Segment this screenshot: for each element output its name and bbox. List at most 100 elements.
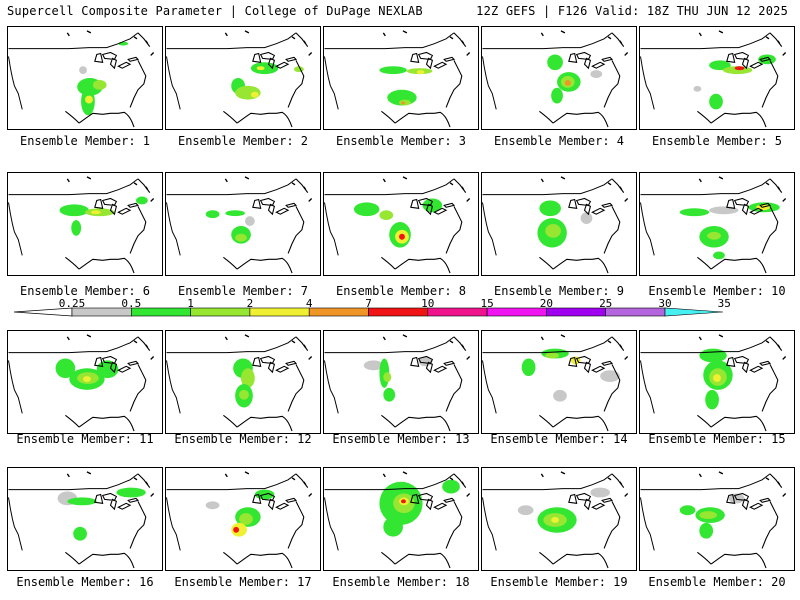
scp-shaded-area [545,352,559,359]
west-coastline [166,202,181,256]
scp-shaded-area [353,202,380,217]
scp-shaded-area [600,370,620,382]
great-lakes [252,197,298,216]
gulf-coastline [381,414,451,432]
gulf-coastline [65,110,135,128]
scp-shaded-area [705,389,719,410]
canada-lake-marks [66,176,155,202]
scp-map-canvas [324,471,471,569]
canada-lake-marks [382,30,471,56]
scp-shaded-area [244,216,255,226]
ensemble-member-label: Ensemble Member: 5 [651,134,783,148]
great-lakes [94,197,140,216]
scp-map-canvas [166,471,313,569]
scp-shaded-area [379,210,394,221]
scp-shaded-area [231,522,247,537]
scp-shaded-area [383,387,396,402]
canada-lake-marks [698,471,787,497]
east-coastline [287,336,309,412]
east-coastline [761,32,783,108]
scp-shaded-area [547,54,563,71]
ensemble-member-label: Ensemble Member: 13 [332,432,470,446]
east-coastline [445,178,467,254]
scp-shaded-area [83,376,91,382]
canada-lake-marks [224,334,313,360]
ensemble-member-label: Ensemble Member: 10 [648,284,786,298]
great-lakes [252,492,298,511]
ensemble-member-map-7 [165,172,321,276]
colorbar-segment [308,307,369,317]
ensemble-member-map-16 [7,467,163,571]
gulf-coastline [223,551,293,569]
east-coastline [603,32,625,108]
east-coastline [445,336,467,412]
west-coastline [8,56,23,110]
west-coastline [482,202,497,256]
scp-shaded-area [239,513,253,525]
colorbar-tick-label: 15 [480,297,494,310]
us-canada-border [640,336,771,354]
great-lakes [568,197,614,216]
scp-shaded-area [521,358,536,377]
scp-shaded-area [401,499,406,504]
canada-lake-marks [66,30,155,56]
scp-shaded-area [442,479,460,494]
great-lakes [252,355,298,374]
ensemble-member-label: Ensemble Member: 9 [493,284,625,298]
canada-lake-marks [382,334,471,360]
gulf-coastline [697,110,767,128]
colorbar-segment [190,307,251,317]
ensemble-member-label: Ensemble Member: 1 [19,134,151,148]
colorbar-segment [605,307,666,317]
canada-lake-marks [382,471,471,497]
colorbar-tick-label: 4 [305,297,313,310]
canada-lake-marks [66,334,155,360]
scp-shaded-area [399,233,405,240]
great-lakes [726,492,772,511]
ensemble-member-map-6 [7,172,163,276]
east-coastline [445,473,467,549]
ensemble-member-map-11 [7,330,163,434]
west-coastline [166,56,181,110]
west-coastline [640,497,655,551]
scp-shaded-area [205,501,220,510]
gulf-coastline [381,551,451,569]
scp-shaded-area [363,360,384,371]
scp-map-canvas [482,30,629,128]
scp-shaded-area [225,210,245,217]
gulf-coastline [539,551,609,569]
us-canada-border [640,32,771,50]
scp-shaded-area [233,526,240,533]
scp-shaded-area [539,200,561,217]
scp-shaded-area [551,517,559,523]
ensemble-member-map-4 [481,26,637,130]
gulf-coastline [697,414,767,432]
great-lakes [568,355,614,374]
us-canada-border [166,32,297,50]
colorbar-tick-label: 1 [187,297,194,310]
valid-time-label: 12Z GEFS | F126 Valid: 18Z THU JUN 12 20… [476,4,788,18]
scp-shaded-area [59,204,89,217]
us-canada-border [166,178,297,196]
scp-shaded-area [118,41,129,46]
color-scale-bar [13,307,724,317]
us-canada-border [8,32,139,50]
us-canada-border [324,178,455,196]
canada-lake-marks [224,176,313,202]
scp-shaded-area [564,79,571,86]
scp-shaded-area [79,66,87,75]
colorbar-tick-label: 0.25 [58,297,86,310]
us-canada-border [324,473,455,491]
great-lakes [410,51,456,70]
ensemble-member-label: Ensemble Member: 18 [332,575,470,589]
great-lakes [410,492,456,511]
scp-shaded-area [722,66,753,75]
scp-shaded-area [713,251,725,260]
great-lakes [94,492,140,511]
west-coastline [482,360,497,414]
scp-shaded-area [517,505,534,516]
ensemble-member-map-2 [165,26,321,130]
colorbar-tick-label: 25 [599,297,613,310]
scp-shaded-area [256,66,265,71]
us-canada-border [640,178,771,196]
